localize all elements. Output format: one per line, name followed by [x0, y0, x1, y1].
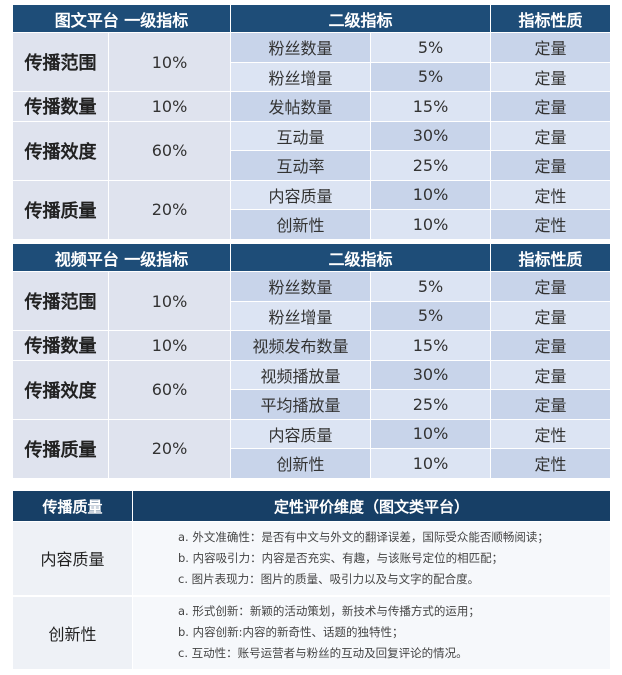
l2-nature: 定性 — [490, 209, 612, 240]
header-nature: 指标性质 — [490, 4, 612, 33]
l2-nature: 定性 — [490, 448, 612, 479]
l1-weight: 60% — [107, 120, 232, 181]
l2-weight: 5% — [370, 32, 492, 63]
header-dimension: 定性评价维度（图文类平台） — [132, 490, 611, 522]
header-nature: 指标性质 — [490, 243, 612, 272]
l2-nature: 定性 — [490, 179, 612, 210]
l2-name: 内容质量 — [230, 418, 372, 449]
l1-weight: 20% — [107, 179, 232, 240]
l2-name: 创新性 — [230, 448, 372, 479]
criteria-item: b. 内容吸引力：内容是否充实、有趣，与该账号定位的相匹配； — [178, 550, 504, 565]
l2-weight: 10% — [370, 179, 492, 210]
l2-nature: 定量 — [490, 91, 612, 122]
l2-weight: 15% — [370, 91, 492, 122]
header-l2: 二级指标 — [230, 4, 492, 33]
l2-nature: 定量 — [490, 120, 612, 151]
l2-weight: 25% — [370, 389, 492, 420]
category-innovation: 创新性 — [12, 594, 133, 670]
l2-name: 视频播放量 — [230, 359, 372, 390]
l1-weight: 10% — [107, 271, 232, 331]
l1-weight: 60% — [107, 359, 232, 420]
l1-name: 传播效度 — [12, 120, 109, 181]
l2-name: 粉丝增量 — [230, 61, 372, 92]
header-l1: 图文平台 一级指标 — [11, 4, 232, 33]
l2-name: 互动率 — [230, 150, 372, 181]
header-l1: 视频平台 一级指标 — [11, 243, 232, 272]
l2-nature: 定量 — [490, 359, 612, 390]
l2-nature: 定量 — [490, 300, 612, 331]
l2-name: 视频发布数量 — [230, 330, 372, 361]
l1-name: 传播范围 — [12, 271, 109, 331]
l1-name: 传播质量 — [12, 418, 109, 479]
l2-nature: 定量 — [490, 150, 612, 181]
l2-weight: 5% — [370, 271, 492, 302]
l1-weight: 10% — [107, 32, 232, 92]
header-l2: 二级指标 — [230, 243, 492, 272]
qualitative-evaluation-table: 传播质量 定性评价维度（图文类平台） 内容质量 a. 外文准确性：是否有中文与外… — [12, 490, 611, 670]
l2-weight: 30% — [370, 120, 492, 151]
criteria-item: c. 图片表现力：图片的质量、吸引力以及与文字的配合度。 — [178, 571, 480, 586]
l2-weight: 5% — [370, 61, 492, 92]
l1-name: 传播数量 — [12, 330, 109, 361]
l2-nature: 定量 — [490, 32, 612, 63]
l2-weight: 25% — [370, 150, 492, 181]
l2-name: 粉丝增量 — [230, 300, 372, 331]
l2-weight: 10% — [370, 448, 492, 479]
l2-weight: 5% — [370, 300, 492, 331]
criteria-list: a. 形式创新：新颖的活动策划，新技术与传播方式的运用； b. 内容创新:内容的… — [132, 594, 611, 670]
l2-weight: 10% — [370, 209, 492, 240]
image-text-indicator-table: 图文平台 一级指标 二级指标 指标性质 传播范围 10% 粉丝数量 5% 定量 … — [11, 4, 612, 240]
criteria-list: a. 外文准确性：是否有中文与外文的翻译误差，国际受众能否顺畅阅读； b. 内容… — [132, 521, 611, 596]
l1-weight: 20% — [107, 418, 232, 479]
l2-name: 创新性 — [230, 209, 372, 240]
l2-nature: 定性 — [490, 418, 612, 449]
l2-nature: 定量 — [490, 61, 612, 92]
l1-name: 传播质量 — [12, 179, 109, 240]
l2-name: 互动量 — [230, 120, 372, 151]
l2-nature: 定量 — [490, 389, 612, 420]
l2-name: 内容质量 — [230, 179, 372, 210]
header-category: 传播质量 — [12, 490, 133, 522]
video-indicator-table: 视频平台 一级指标 二级指标 指标性质 传播范围 10% 粉丝数量 5% 定量 … — [11, 243, 612, 479]
l1-name: 传播数量 — [12, 91, 109, 122]
criteria-item: c. 互动性：账号运营者与粉丝的互动及回复评论的情况。 — [178, 646, 468, 661]
l2-nature: 定量 — [490, 271, 612, 302]
l2-name: 粉丝数量 — [230, 32, 372, 63]
l2-name: 平均播放量 — [230, 389, 372, 420]
criteria-item: a. 外文准确性：是否有中文与外文的翻译误差，国际受众能否顺畅阅读； — [178, 529, 549, 544]
category-content-quality: 内容质量 — [12, 521, 133, 596]
l2-name: 粉丝数量 — [230, 271, 372, 302]
l2-weight: 10% — [370, 418, 492, 449]
l2-nature: 定量 — [490, 330, 612, 361]
criteria-item: a. 形式创新：新颖的活动策划，新技术与传播方式的运用； — [178, 604, 480, 619]
l1-name: 传播范围 — [12, 32, 109, 92]
l2-name: 发帖数量 — [230, 91, 372, 122]
l2-weight: 15% — [370, 330, 492, 361]
l1-weight: 10% — [107, 91, 232, 122]
l1-weight: 10% — [107, 330, 232, 361]
criteria-item: b. 内容创新:内容的新奇性、话题的独特性； — [178, 625, 404, 640]
l1-name: 传播效度 — [12, 359, 109, 420]
l2-weight: 30% — [370, 359, 492, 390]
